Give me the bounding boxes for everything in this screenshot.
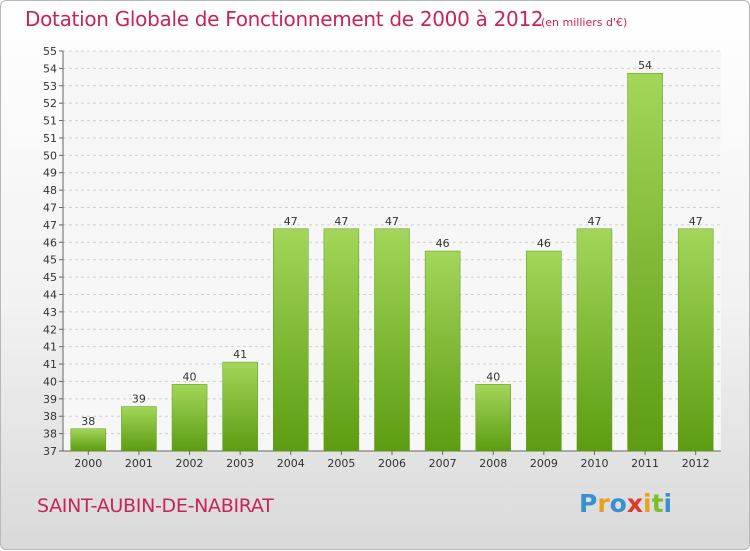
x-tick-label: 2010	[580, 457, 608, 470]
bar-value-label: 47	[284, 215, 298, 228]
bar-2001[interactable]	[121, 406, 157, 452]
y-tick-label: 38	[43, 428, 57, 441]
bar-value-label: 46	[436, 237, 450, 250]
bar-2011[interactable]	[627, 72, 663, 452]
x-tick-label: 2003	[226, 457, 254, 470]
x-tick-label: 2009	[530, 457, 558, 470]
bar-2006[interactable]	[374, 228, 410, 452]
bar-value-label: 47	[334, 215, 348, 228]
bar-value-label: 47	[587, 215, 601, 228]
commune-name: SAINT-AUBIN-DE-NABIRAT	[37, 495, 274, 517]
bar-value-label: 47	[385, 215, 399, 228]
x-tick-label: 2002	[176, 457, 204, 470]
x-tick-label: 2007	[429, 457, 457, 470]
y-tick-label: 40	[43, 375, 57, 388]
logo-letter: x	[626, 489, 643, 518]
y-tick-label: 44	[43, 288, 57, 301]
bar-2005[interactable]	[323, 228, 360, 452]
bar-2002[interactable]	[171, 384, 208, 452]
y-tick-label: 37	[43, 445, 57, 458]
bar-value-label: 40	[486, 370, 500, 383]
x-tick-label: 2005	[327, 457, 355, 470]
bar-value-label: 54	[638, 59, 652, 72]
y-tick-label: 45	[43, 271, 57, 284]
bar-2012[interactable]	[677, 228, 714, 452]
y-tick-label: 43	[43, 306, 57, 319]
y-tick-label: 45	[43, 254, 57, 267]
y-tick-label: 47	[43, 202, 57, 215]
y-tick-label: 50	[43, 149, 57, 162]
logo-letter: t	[651, 489, 664, 518]
y-tick-label: 51	[43, 132, 57, 145]
bar-2008[interactable]	[475, 384, 511, 452]
y-tick-label: 39	[43, 393, 57, 406]
y-tick-label: 55	[43, 45, 57, 58]
y-tick-label: 54	[43, 62, 57, 75]
logo-letter: o	[609, 489, 627, 518]
chart-title: Dotation Globale de Fonctionnement de 20…	[25, 7, 544, 31]
y-tick-label: 53	[43, 80, 57, 93]
y-tick-label: 42	[43, 323, 57, 336]
y-tick-label: 41	[43, 358, 57, 371]
bar-2003[interactable]	[222, 361, 258, 452]
bar-2009[interactable]	[526, 250, 562, 452]
logo-letter: i	[643, 489, 652, 518]
x-tick-label: 2011	[631, 457, 659, 470]
x-tick-label: 2000	[74, 457, 102, 470]
y-tick-label: 46	[43, 236, 57, 249]
x-tick-label: 2004	[277, 457, 305, 470]
y-tick-label: 47	[43, 219, 57, 232]
y-tick-label: 52	[43, 97, 57, 110]
bar-2004[interactable]	[273, 228, 309, 452]
chart-unit: (en milliers d'€)	[541, 16, 628, 29]
bar-2007[interactable]	[424, 250, 461, 452]
bar-value-label: 41	[233, 348, 247, 361]
bar-value-label: 39	[132, 393, 146, 406]
logo-letter: r	[597, 489, 610, 518]
bar-value-label: 47	[689, 215, 703, 228]
x-tick-label: 2008	[479, 457, 507, 470]
logo-letter: i	[663, 489, 673, 518]
y-tick-label: 51	[43, 115, 57, 128]
bar-value-label: 38	[81, 415, 95, 428]
y-tick-label: 41	[43, 341, 57, 354]
y-tick-label: 49	[43, 167, 57, 180]
bar-value-label: 40	[183, 370, 197, 383]
logo-letter: P	[579, 489, 598, 518]
bar-2000[interactable]	[70, 428, 107, 452]
bar-value-label: 46	[537, 237, 551, 250]
proxiti-logo[interactable]: Proxiti	[579, 489, 672, 518]
y-tick-label: 48	[43, 184, 57, 197]
x-tick-label: 2006	[378, 457, 406, 470]
x-tick-label: 2001	[125, 457, 153, 470]
y-tick-label: 38	[43, 410, 57, 423]
bar-2010[interactable]	[576, 228, 613, 452]
x-tick-label: 2012	[682, 457, 710, 470]
